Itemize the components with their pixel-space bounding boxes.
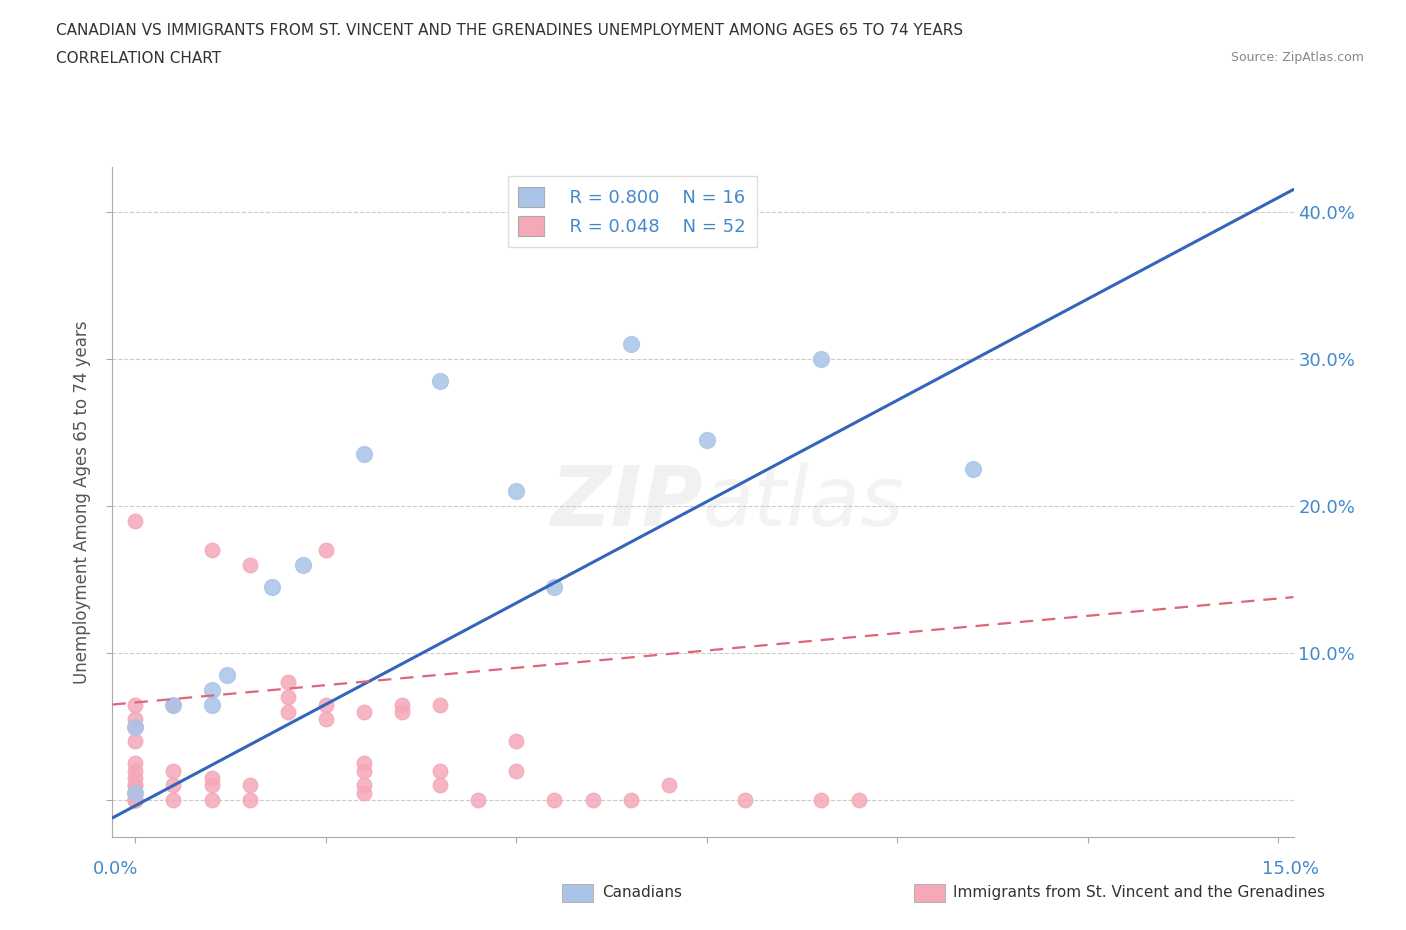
Point [162, 778, 184, 793]
Point [124, 771, 146, 786]
Point [962, 461, 984, 476]
Text: CANADIAN VS IMMIGRANTS FROM ST. VINCENT AND THE GRENADINES UNEMPLOYMENT AMONG AG: CANADIAN VS IMMIGRANTS FROM ST. VINCENT … [56, 23, 963, 38]
Point [200, 542, 222, 557]
Point [505, 734, 527, 749]
Point [124, 792, 146, 807]
Point [124, 786, 146, 801]
Point [162, 698, 184, 712]
Point [162, 764, 184, 778]
Point [429, 373, 451, 388]
Point [581, 792, 603, 807]
Point [543, 792, 565, 807]
Point [620, 792, 643, 807]
Point [277, 704, 299, 719]
Text: atlas: atlas [703, 461, 904, 543]
Point [658, 778, 681, 793]
Point [200, 698, 222, 712]
Point [810, 792, 832, 807]
Point [353, 704, 375, 719]
Point [620, 337, 643, 352]
Point [124, 513, 146, 528]
Text: Immigrants from St. Vincent and the Grenadines: Immigrants from St. Vincent and the Gren… [953, 885, 1326, 900]
Point [291, 557, 314, 572]
Point [162, 698, 184, 712]
Point [124, 734, 146, 749]
Point [124, 719, 146, 734]
Point [162, 792, 184, 807]
Point [353, 778, 375, 793]
Point [543, 579, 565, 594]
Point [239, 557, 262, 572]
Point [429, 778, 451, 793]
Point [505, 484, 527, 498]
Point [200, 778, 222, 793]
Point [315, 698, 337, 712]
Point [124, 764, 146, 778]
Point [353, 756, 375, 771]
Point [429, 698, 451, 712]
Text: CORRELATION CHART: CORRELATION CHART [56, 51, 221, 66]
Point [353, 764, 375, 778]
Point [124, 698, 146, 712]
Point [124, 792, 146, 807]
Point [277, 690, 299, 705]
Point [239, 792, 262, 807]
Point [262, 579, 284, 594]
Text: ZIP: ZIP [550, 461, 703, 543]
Text: 0.0%: 0.0% [93, 860, 138, 878]
Point [124, 792, 146, 807]
Point [353, 447, 375, 462]
Point [200, 792, 222, 807]
Point [315, 542, 337, 557]
Point [124, 792, 146, 807]
Point [124, 756, 146, 771]
Point [848, 792, 870, 807]
Point [429, 764, 451, 778]
Point [124, 786, 146, 801]
Text: 15.0%: 15.0% [1263, 860, 1319, 878]
Point [353, 786, 375, 801]
Point [391, 704, 413, 719]
Point [391, 698, 413, 712]
Point [215, 668, 238, 683]
Point [696, 432, 718, 447]
Point [505, 764, 527, 778]
Point [467, 792, 489, 807]
Point [810, 352, 832, 366]
Text: Source: ZipAtlas.com: Source: ZipAtlas.com [1230, 51, 1364, 64]
Point [277, 675, 299, 690]
Point [124, 719, 146, 734]
Point [315, 711, 337, 726]
Text: Canadians: Canadians [602, 885, 682, 900]
Point [734, 792, 756, 807]
Point [239, 778, 262, 793]
Legend:   R = 0.800    N = 16,   R = 0.048    N = 52: R = 0.800 N = 16, R = 0.048 N = 52 [508, 177, 756, 246]
Point [124, 711, 146, 726]
Point [200, 771, 222, 786]
Y-axis label: Unemployment Among Ages 65 to 74 years: Unemployment Among Ages 65 to 74 years [73, 321, 91, 684]
Point [124, 778, 146, 793]
Point [124, 778, 146, 793]
Point [200, 683, 222, 698]
